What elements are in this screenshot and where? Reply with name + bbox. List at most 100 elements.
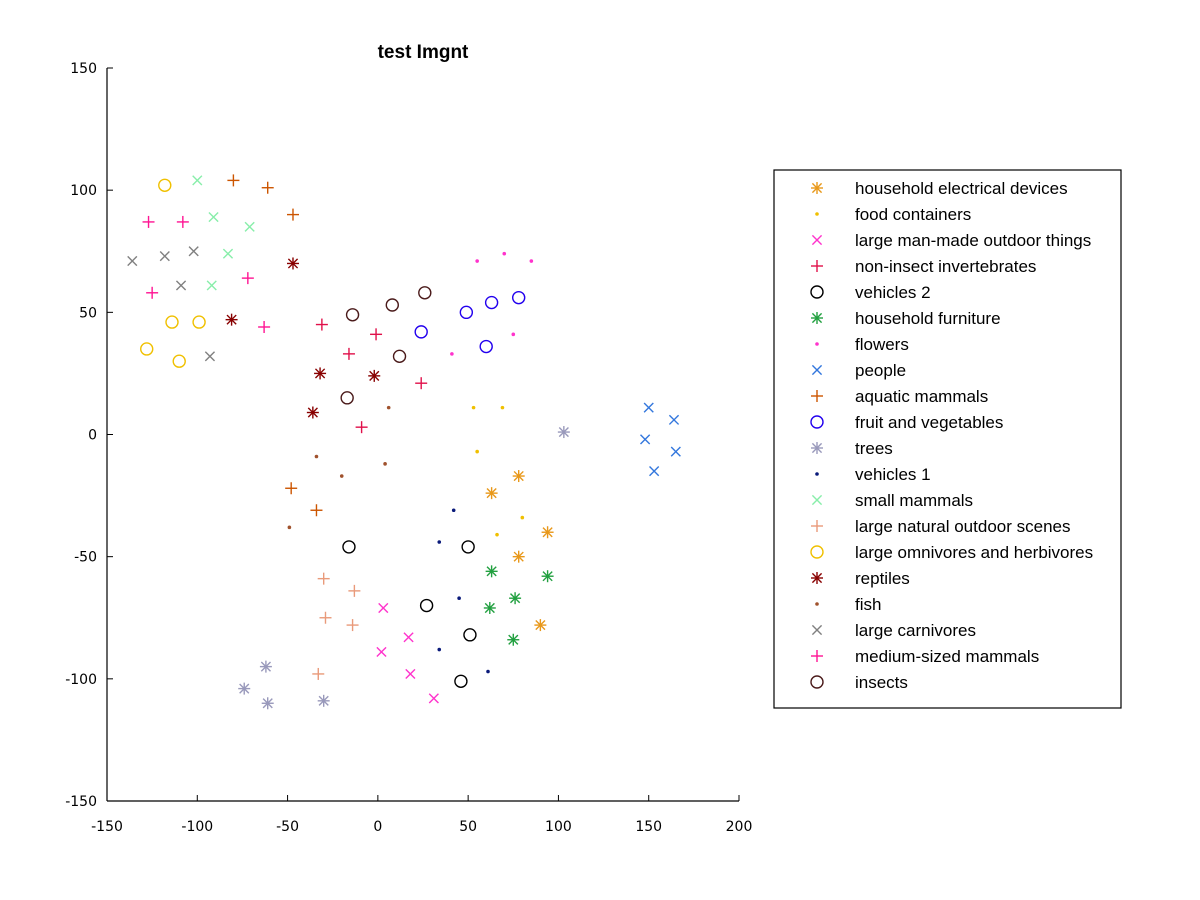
data-point: [415, 377, 428, 390]
data-point: [348, 584, 361, 597]
data-point: [454, 674, 468, 688]
data-point: [368, 369, 381, 382]
data-point: [142, 215, 155, 228]
data-point: [340, 391, 354, 405]
legend-label: small mammals: [855, 491, 973, 510]
data-point: [405, 668, 416, 680]
data-point: [312, 667, 325, 680]
legend-label: vehicles 1: [855, 465, 931, 484]
legend-marker: [811, 182, 823, 194]
data-point: [485, 487, 498, 500]
legend-label: large omnivores and herbivores: [855, 543, 1093, 562]
data-point: [511, 332, 516, 337]
legend-marker: [815, 602, 819, 606]
x-tick-label: -50: [276, 819, 299, 835]
legend-label: fish: [855, 595, 881, 614]
y-tick-label: 150: [70, 61, 97, 77]
legend-marker: [811, 260, 823, 272]
data-point: [437, 647, 442, 652]
data-point: [557, 426, 570, 439]
x-tick-label: 50: [459, 819, 477, 835]
data-point: [459, 305, 474, 320]
y-tick-label: -100: [65, 672, 97, 688]
legend-label: vehicles 2: [855, 283, 931, 302]
data-point: [386, 405, 391, 410]
data-point: [512, 290, 526, 305]
data-point: [428, 693, 439, 704]
data-point: [244, 221, 255, 232]
data-points: [127, 174, 681, 710]
data-point: [238, 682, 251, 695]
series-19: [340, 286, 432, 405]
legend-label: aquatic mammals: [855, 387, 988, 406]
data-point: [259, 660, 272, 673]
data-point: [225, 313, 238, 326]
data-point: [451, 508, 456, 513]
data-point: [479, 339, 493, 354]
data-point: [457, 596, 461, 601]
data-point: [437, 540, 442, 544]
legend: household electrical devices food contain…: [773, 169, 1122, 709]
data-point: [520, 515, 525, 520]
data-point: [314, 367, 327, 380]
legend-marker: [811, 650, 823, 662]
legend-marker: [811, 234, 823, 246]
data-point: [192, 175, 203, 186]
data-point: [165, 315, 179, 329]
legend-label: large carnivores: [855, 621, 976, 640]
data-point: [172, 354, 186, 368]
legend-label: household electrical devices: [855, 179, 1068, 198]
data-point: [418, 286, 432, 300]
legend-marker: [811, 442, 823, 454]
x-tick-label: -100: [181, 819, 213, 835]
data-point: [383, 462, 387, 466]
data-point: [509, 592, 522, 605]
y-tick-label: -150: [65, 794, 97, 810]
legend-marker: [811, 494, 823, 506]
series-7: [640, 402, 681, 477]
legend-label: non-insect invertebrates: [855, 257, 1036, 276]
data-point: [378, 602, 389, 614]
data-point: [285, 482, 298, 495]
legend-marker: [811, 312, 823, 324]
x-tick-label: -150: [91, 819, 123, 835]
data-point: [471, 405, 476, 410]
data-point: [146, 286, 159, 299]
data-point: [206, 280, 217, 291]
data-point: [534, 619, 547, 632]
series-2: [376, 602, 439, 704]
legend-marker: [810, 675, 824, 689]
data-point: [392, 349, 407, 364]
data-point: [287, 525, 292, 530]
legend-label: medium-sized mammals: [855, 647, 1039, 666]
y-tick-label: 100: [70, 183, 97, 199]
series-18: [142, 215, 271, 333]
data-point: [486, 669, 490, 674]
x-tick-label: 200: [726, 819, 753, 835]
data-point: [345, 308, 360, 322]
series-12: [192, 175, 255, 291]
data-point: [286, 257, 299, 270]
data-point: [258, 320, 271, 333]
legend-label: reptiles: [855, 569, 910, 588]
data-point: [315, 318, 328, 331]
data-point: [484, 295, 499, 310]
data-point: [649, 466, 660, 477]
data-point: [127, 255, 138, 267]
data-point: [204, 351, 216, 362]
series-5: [483, 565, 554, 646]
y-tick-label: 50: [79, 305, 97, 321]
data-point: [500, 405, 505, 410]
series-16: [287, 405, 391, 530]
data-point: [370, 328, 383, 341]
legend-marker: [811, 624, 823, 636]
data-point: [512, 470, 525, 483]
data-point: [306, 406, 319, 419]
data-point: [227, 174, 240, 187]
series-4: [342, 540, 477, 688]
data-point: [342, 540, 356, 554]
series-1: [471, 405, 525, 537]
series-3: [315, 318, 428, 434]
legend-label: large man-made outdoor things: [855, 231, 1091, 250]
data-point: [463, 628, 477, 642]
